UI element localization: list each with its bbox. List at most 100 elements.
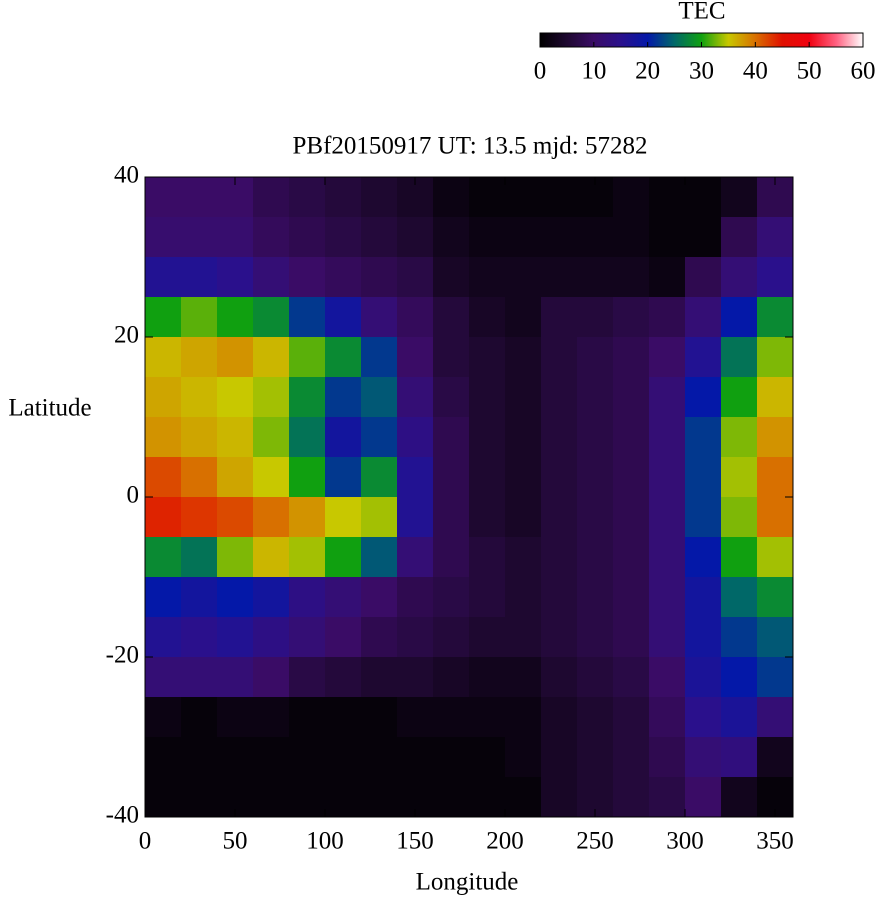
colorbar-tick-label: 30 (689, 58, 714, 85)
heatmap-cell (253, 737, 290, 778)
heatmap-cell (541, 577, 578, 618)
heatmap-cell (469, 337, 506, 378)
heatmap-cell (613, 377, 650, 418)
heatmap-cell (433, 697, 470, 738)
heatmap-cell (325, 657, 362, 698)
heatmap-cell (181, 217, 218, 258)
heatmap-cell (577, 217, 614, 258)
heatmap-cell (145, 697, 182, 738)
heatmap-cell (145, 297, 182, 338)
heatmap-cell (505, 417, 542, 458)
colorbar-tick-label: 0 (534, 58, 547, 85)
heatmap-cell (217, 657, 254, 698)
heatmap-cell (721, 777, 758, 818)
heatmap-cell (145, 177, 182, 218)
heatmap-cell (757, 697, 794, 738)
heatmap-cell (541, 697, 578, 738)
heatmap-cell (361, 737, 398, 778)
heatmap-cell (433, 737, 470, 778)
heatmap-cell (721, 417, 758, 458)
heatmap-cell (325, 457, 362, 498)
heatmap-cell (181, 777, 218, 818)
heatmap-cell (649, 337, 686, 378)
heatmap-cell (361, 577, 398, 618)
heatmap-cell (433, 377, 470, 418)
heatmap-cell (397, 337, 434, 378)
heatmap-cell (541, 617, 578, 658)
heatmap-cell (397, 737, 434, 778)
heatmap-cell (721, 497, 758, 538)
heatmap-cell (685, 617, 722, 658)
heatmap-cell (577, 497, 614, 538)
heatmap-cell (577, 457, 614, 498)
y-tick-label: -40 (106, 802, 139, 829)
heatmap-cell (217, 497, 254, 538)
heatmap-cell (469, 297, 506, 338)
heatmap-cell (541, 537, 578, 578)
heatmap-cell (181, 497, 218, 538)
heatmap-cell (397, 297, 434, 338)
heatmap-cell (181, 737, 218, 778)
heatmap-cell (721, 297, 758, 338)
heatmap-cell (541, 297, 578, 338)
heatmap-cell (685, 577, 722, 618)
heatmap-cell (145, 257, 182, 298)
heatmap-cell (325, 257, 362, 298)
heatmap-cell (433, 217, 470, 258)
heatmap-cell (253, 537, 290, 578)
heatmap-cell (685, 377, 722, 418)
heatmap-cell (541, 737, 578, 778)
heatmap-cell (649, 617, 686, 658)
heatmap-cell (685, 177, 722, 218)
heatmap-cell (397, 697, 434, 738)
heatmap-cell (145, 497, 182, 538)
heatmap-cell (685, 217, 722, 258)
heatmap-cell (577, 257, 614, 298)
heatmap-cell (613, 537, 650, 578)
heatmap-cell (469, 257, 506, 298)
heatmap-cell (253, 697, 290, 738)
heatmap (145, 177, 794, 818)
heatmap-cell (433, 537, 470, 578)
heatmap-cell (253, 417, 290, 458)
heatmap-cell (253, 577, 290, 618)
heatmap-cell (685, 457, 722, 498)
heatmap-cell (505, 697, 542, 738)
heatmap-cell (325, 177, 362, 218)
heatmap-cell (721, 697, 758, 738)
heatmap-cell (289, 697, 326, 738)
heatmap-cell (613, 577, 650, 618)
heatmap-cell (361, 617, 398, 658)
heatmap-cell (505, 777, 542, 818)
heatmap-cell (325, 337, 362, 378)
heatmap-cell (577, 657, 614, 698)
heatmap-cell (649, 657, 686, 698)
heatmap-cell (469, 417, 506, 458)
heatmap-cell (469, 497, 506, 538)
heatmap-cell (757, 297, 794, 338)
heatmap-cell (361, 257, 398, 298)
heatmap-cell (325, 617, 362, 658)
heatmap-cell (361, 177, 398, 218)
heatmap-cell (505, 337, 542, 378)
heatmap-cell (145, 577, 182, 618)
heatmap-cell (181, 617, 218, 658)
heatmap-cell (433, 657, 470, 698)
heatmap-cell (433, 457, 470, 498)
heatmap-cell (577, 617, 614, 658)
heatmap-cell (721, 337, 758, 378)
colorbar-tick-label: 50 (797, 58, 822, 85)
heatmap-cell (541, 497, 578, 538)
heatmap-cell (217, 697, 254, 738)
heatmap-cell (397, 417, 434, 458)
heatmap-cell (649, 217, 686, 258)
heatmap-cell (217, 337, 254, 378)
heatmap-cell (577, 577, 614, 618)
heatmap-cell (721, 177, 758, 218)
heatmap-cell (541, 217, 578, 258)
heatmap-cell (757, 537, 794, 578)
heatmap-cell (613, 737, 650, 778)
heatmap-cell (613, 457, 650, 498)
y-tick-label: 0 (127, 482, 140, 509)
